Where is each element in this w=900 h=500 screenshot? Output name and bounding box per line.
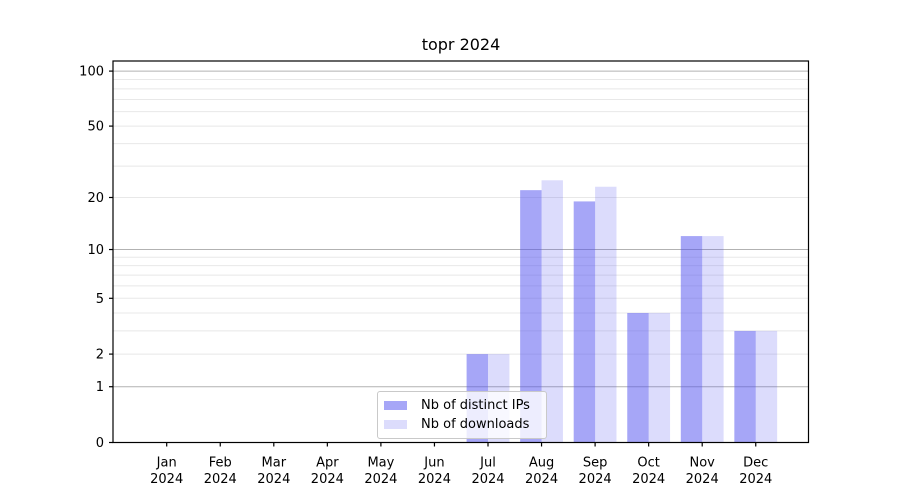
x-tick-label-year: 2024 [150, 472, 183, 487]
x-tick-label-month: Dec [743, 456, 768, 471]
x-tick-label-year: 2024 [471, 472, 504, 487]
x-tick-label-month: Sep [583, 456, 608, 471]
y-tick-label: 100 [79, 65, 104, 80]
x-tick-label-month: Jan [156, 456, 177, 471]
legend-label-distinct-ips: Nb of distinct IPs [421, 398, 530, 413]
x-tick-label-month: Aug [529, 456, 554, 471]
x-tick-label-month: Feb [209, 456, 232, 471]
x-tick-label-year: 2024 [632, 472, 665, 487]
x-tick-label-month: Oct [637, 456, 659, 471]
x-tick-label-year: 2024 [364, 472, 397, 487]
legend: Nb of distinct IPs Nb of downloads [377, 391, 547, 439]
legend-swatch-downloads [384, 420, 407, 429]
legend-swatch-distinct-ips [384, 401, 407, 410]
legend-label-downloads: Nb of downloads [421, 417, 530, 432]
bar-aug-distinct-ips [520, 190, 542, 443]
x-tick-label-month: Apr [316, 456, 339, 471]
x-tick-label-month: May [367, 456, 394, 471]
x-tick-label-year: 2024 [311, 472, 344, 487]
x-tick-label-month: Nov [690, 456, 716, 471]
legend-item-distinct-ips: Nb of distinct IPs [384, 398, 546, 413]
x-tick-label-month: Jul [479, 456, 496, 471]
x-tick-label-year: 2024 [204, 472, 237, 487]
y-tick-label: 20 [87, 191, 104, 206]
bar-oct-distinct-ips [627, 312, 649, 443]
bar-nov-downloads [702, 236, 724, 443]
bar-sep-downloads [595, 186, 617, 443]
bar-sep-distinct-ips [573, 201, 596, 443]
y-tick-label: 1 [96, 380, 104, 395]
plot-border [112, 60, 810, 444]
x-tick-label-year: 2024 [579, 472, 612, 487]
x-tick-label-month: Jun [423, 456, 444, 471]
bar-dec-distinct-ips [734, 330, 756, 443]
bar-oct-downloads [648, 312, 671, 443]
y-tick-label: 2 [96, 348, 104, 363]
bar-nov-distinct-ips [680, 236, 703, 443]
x-tick-label-month: Mar [262, 456, 287, 471]
y-tick-label: 5 [96, 292, 104, 307]
y-tick-label: 10 [87, 243, 104, 258]
x-tick-label-year: 2024 [257, 472, 290, 487]
bar-dec-downloads [755, 330, 778, 443]
legend-item-downloads: Nb of downloads [384, 417, 546, 432]
x-tick-label-year: 2024 [418, 472, 451, 487]
x-tick-label-year: 2024 [739, 472, 772, 487]
x-tick-label-year: 2024 [686, 472, 719, 487]
y-tick-label: 50 [87, 120, 104, 135]
x-tick-label-year: 2024 [525, 472, 558, 487]
bar-aug-downloads [541, 180, 563, 443]
chart-title: topr 2024 [421, 35, 501, 54]
y-tick-label: 0 [96, 436, 104, 451]
